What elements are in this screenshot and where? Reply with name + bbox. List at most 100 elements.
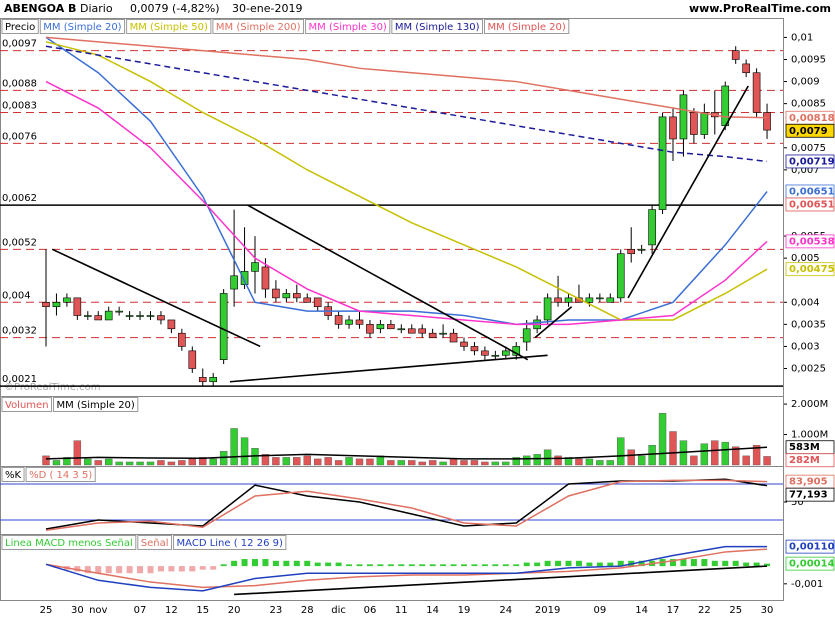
candle-body	[501, 350, 510, 356]
volume-bar	[543, 449, 552, 466]
x-tick-label: 24	[499, 605, 512, 616]
x-tick-label: 06	[364, 605, 377, 616]
legend-box	[212, 19, 305, 34]
volume-bar	[491, 461, 500, 466]
candle-body	[387, 324, 395, 330]
candle-body	[42, 301, 50, 308]
histogram-bar	[366, 564, 373, 567]
x-tick-label: 30	[71, 605, 84, 616]
volume-bar	[512, 457, 520, 466]
candle-body	[596, 297, 604, 300]
title: ABENGOA B	[4, 2, 76, 15]
y-tick-label: 50	[791, 497, 804, 508]
volume-bar	[721, 441, 729, 466]
candle-body	[397, 328, 406, 331]
value-badge-label: 0,00651	[789, 186, 835, 197]
candle-body	[292, 293, 301, 299]
histogram-bar	[544, 560, 551, 567]
volume-bar	[449, 458, 458, 466]
legend-label: MM (Simple 130)	[395, 22, 480, 33]
legend-label: MM (Simple 20)	[43, 22, 121, 33]
candle-body	[637, 249, 646, 251]
series-line	[45, 41, 768, 321]
value-badge-label: 0,00110	[789, 542, 835, 553]
histogram-bar	[377, 564, 384, 567]
volume-bar	[303, 455, 311, 466]
candle-body	[188, 350, 197, 369]
candle-body	[63, 297, 71, 303]
volume-bar	[575, 458, 583, 466]
y-tick-label: 1.000M	[791, 430, 828, 441]
volume-bar	[104, 458, 113, 466]
candle-body	[543, 297, 552, 321]
volume-bar	[554, 455, 562, 466]
volume-bar	[763, 456, 771, 466]
volume-bar	[230, 428, 238, 466]
trendline	[534, 306, 573, 339]
volume-bar	[752, 445, 761, 466]
value-badge	[785, 123, 835, 138]
volume-bar	[470, 460, 479, 466]
legend-label: MM (Simple 200)	[216, 22, 301, 33]
candle-body	[752, 72, 761, 113]
series-line	[45, 80, 768, 326]
y-tick-label: 0,005	[791, 253, 820, 264]
legend-label: Volumen	[5, 400, 49, 411]
candle-body	[209, 377, 217, 383]
watermark: ©ProRealTime.com	[4, 382, 100, 393]
volume-bar	[617, 437, 625, 466]
volume-bar	[366, 458, 374, 466]
x-tick-label: 17	[667, 605, 680, 616]
legend-box	[1, 467, 25, 482]
candle-body	[554, 297, 562, 303]
histogram-bar	[220, 564, 227, 567]
candle-body	[167, 319, 176, 330]
x-tick-label: 09	[593, 605, 606, 616]
legend-box	[25, 467, 96, 482]
volume-bar	[52, 460, 61, 466]
x-tick-label: 14	[635, 605, 648, 616]
volume-bar	[334, 460, 343, 466]
y-tick-label: -0,001	[791, 579, 823, 590]
volume-bar	[146, 461, 155, 466]
volume-bar	[502, 461, 510, 466]
y-tick-label: 0,0035	[791, 319, 826, 330]
y-tick-label: 0,01	[791, 32, 813, 43]
candle-body	[606, 297, 615, 303]
volume-bar	[94, 460, 102, 466]
volume-bar	[408, 460, 416, 466]
volume-bar	[637, 455, 646, 466]
histogram-bar	[252, 559, 258, 567]
histogram-bar	[137, 566, 144, 574]
value-badge	[785, 453, 835, 468]
histogram-bar	[753, 562, 760, 567]
candle-body	[345, 319, 353, 325]
value-badge	[785, 539, 835, 554]
histogram-bar	[690, 559, 697, 567]
series-line	[45, 479, 768, 531]
volume-bar	[167, 461, 176, 466]
volume-bar	[345, 457, 353, 466]
histogram-bar	[461, 564, 467, 567]
x-tick-label: 14	[426, 605, 439, 616]
volume-bar	[648, 445, 656, 466]
x-tick-label: 23	[270, 605, 283, 616]
candle-body	[407, 328, 416, 334]
x-tick-label: 28	[301, 605, 314, 616]
histogram-bar	[116, 566, 123, 574]
histogram-bar	[450, 564, 457, 567]
volume-bar	[428, 460, 437, 466]
candle-body	[449, 332, 458, 343]
x-tick-label: 07	[134, 605, 147, 616]
histogram-bar	[147, 566, 154, 574]
histogram-bar	[231, 560, 238, 567]
level-label: 0,0062	[2, 193, 37, 204]
candle-body	[460, 341, 468, 347]
x-tick-label: 12	[165, 605, 178, 616]
value-badge	[785, 262, 835, 277]
level-label: 0,0076	[2, 131, 37, 142]
histogram-bar	[272, 560, 279, 567]
volume-bar	[481, 461, 489, 466]
